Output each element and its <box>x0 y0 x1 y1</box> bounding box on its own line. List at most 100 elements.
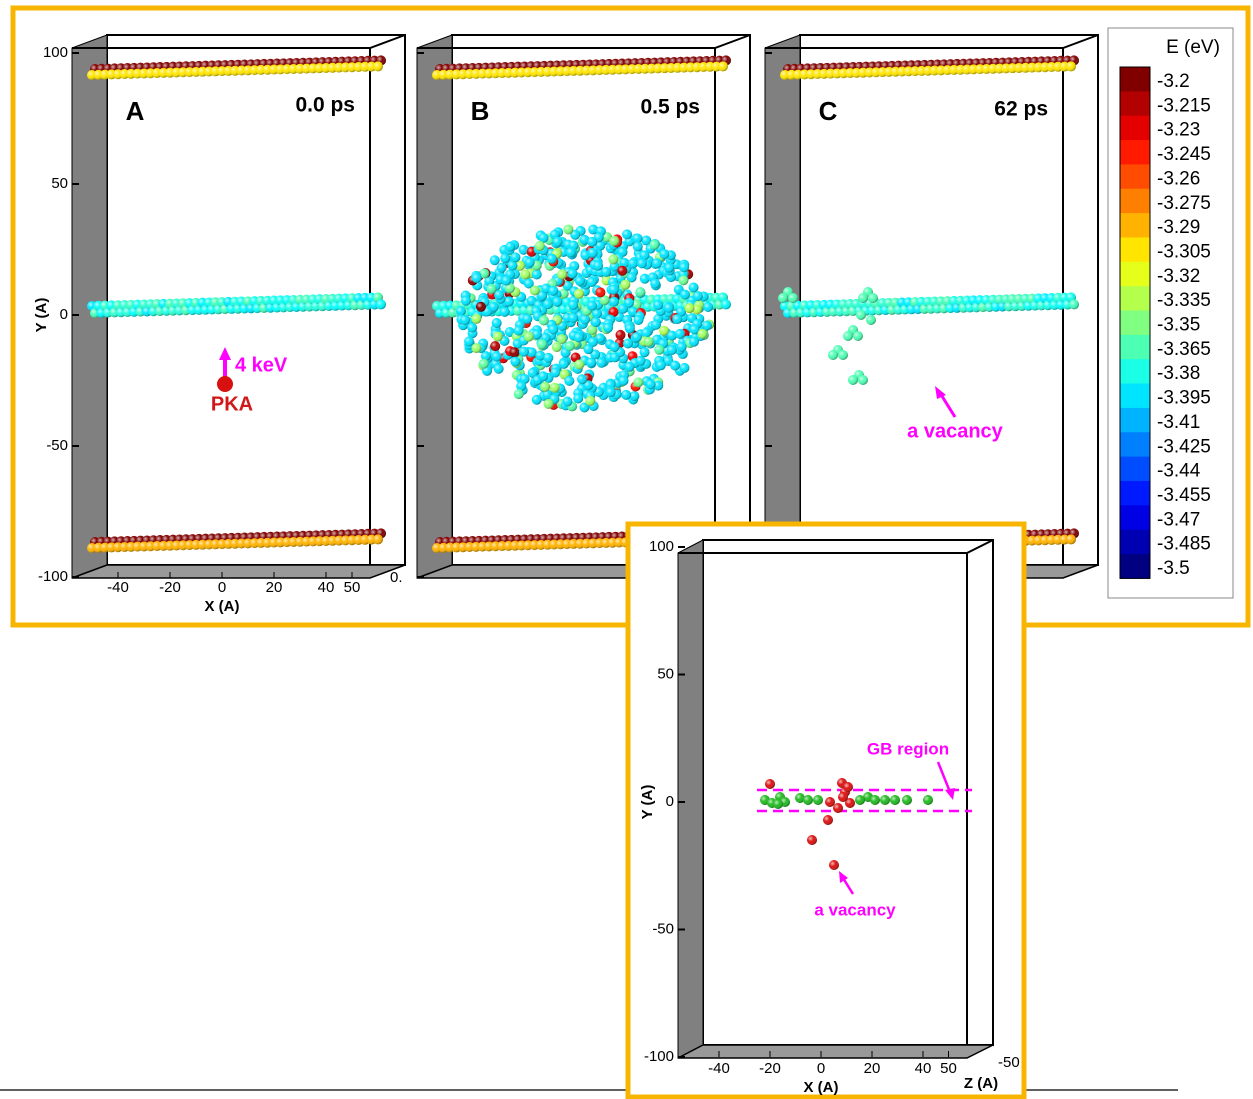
atom-shade <box>679 289 690 300</box>
atom-shade <box>765 779 775 789</box>
atom-shade <box>537 339 548 350</box>
atom-shade <box>870 795 880 805</box>
atom-shade <box>672 314 683 325</box>
arrowhead <box>219 347 231 360</box>
atom-shade <box>538 371 549 382</box>
gb-label: GB region <box>867 739 949 758</box>
atom-shade <box>484 276 495 287</box>
atom-shade <box>587 247 598 258</box>
atom-shade <box>489 255 500 266</box>
atom-shade <box>880 795 890 805</box>
atom-shade <box>676 306 687 317</box>
atom-shade <box>531 269 542 280</box>
x-tick-label: 0 <box>218 579 226 596</box>
atom-shade <box>902 795 912 805</box>
atom-shade <box>807 835 817 845</box>
atom-shade <box>542 299 553 310</box>
colorbar-label: -3.29 <box>1157 217 1200 238</box>
atom-shade <box>653 300 664 311</box>
color-band <box>1120 213 1150 238</box>
atom-shade <box>603 322 614 333</box>
atom-shade <box>507 260 518 271</box>
vacancy-label: a vacancy <box>907 420 1004 442</box>
atom-shade <box>637 258 648 269</box>
atom-shade <box>632 241 643 252</box>
color-band <box>1120 359 1150 384</box>
panel: A 0.0 ps <box>71 34 406 579</box>
panel-time: 0.5 ps <box>640 96 700 119</box>
atom-shade <box>540 381 551 392</box>
atom-shade <box>858 375 868 385</box>
atom-shade <box>608 307 619 318</box>
atom-shade <box>583 380 594 391</box>
box-floor <box>677 1044 994 1059</box>
y-tick-label: -50 <box>652 920 674 937</box>
box-floor <box>71 564 406 579</box>
atom-shade <box>622 229 633 240</box>
x-axis-label: X (A) <box>205 598 240 615</box>
atom-shade <box>570 229 581 240</box>
atom-shade <box>605 387 616 398</box>
atom-shade <box>568 312 579 323</box>
atom-shade <box>478 358 489 369</box>
atom-shade <box>550 367 561 378</box>
x-tick-label: -40 <box>107 579 129 596</box>
atom-shade <box>595 287 606 298</box>
arrow <box>936 761 952 793</box>
atom-shade <box>635 355 646 366</box>
color-band <box>1120 432 1150 458</box>
atom-shade <box>718 61 728 72</box>
color-band <box>1120 237 1150 263</box>
atom-shade <box>631 332 642 343</box>
atom-shade <box>620 279 631 290</box>
atom-shade <box>490 341 501 352</box>
main-panels: A 0.0 ps B 0.5 ps C 62 ps a vacancy 100 50 0 -50 -1… <box>33 34 1099 615</box>
atom-shade <box>1066 61 1076 72</box>
atom-shade <box>563 224 574 235</box>
atom-shade <box>551 342 562 353</box>
atom-shade <box>526 347 537 358</box>
atom-shade <box>868 293 878 303</box>
panel: C 62 ps a vacancy <box>764 34 1099 579</box>
colorbar: E (eV) -3.2 -3.215 -3.23 -3.245 -3.26 -3.275 -… <box>1107 27 1234 599</box>
atom-shade <box>515 260 526 271</box>
atom-shade <box>480 351 491 362</box>
arrow <box>841 877 855 895</box>
colorbar-label: -3.335 <box>1157 290 1211 311</box>
panel-time: 0.0 ps <box>295 94 355 117</box>
atom-shade <box>608 296 619 307</box>
colorbar-label: -3.245 <box>1157 144 1211 165</box>
atom-shade <box>829 860 839 870</box>
atom-shade <box>653 380 664 391</box>
atom-shade <box>641 327 652 338</box>
atom-shade <box>531 394 542 405</box>
atom-shade <box>590 349 601 360</box>
colorbar-label: -3.5 <box>1157 558 1190 579</box>
color-band <box>1120 140 1150 165</box>
atom-shade <box>795 793 805 803</box>
atom-shade <box>500 253 511 264</box>
atom-shade <box>373 61 383 72</box>
colorbar-label: -3.395 <box>1157 388 1211 409</box>
atom-shade <box>623 338 634 349</box>
atom-shade <box>522 313 533 324</box>
atom-shade <box>579 402 590 413</box>
atom-shade <box>587 300 598 311</box>
atom-shade <box>516 381 527 392</box>
atom-shade <box>618 375 629 386</box>
atom-shade <box>499 306 510 317</box>
atom-shade <box>501 275 512 286</box>
atom-shade <box>608 254 619 265</box>
atom-shade <box>479 268 490 279</box>
atom-shade <box>701 320 712 331</box>
x-tick-label: 50 <box>344 579 361 596</box>
colorbar-label: -3.41 <box>1157 412 1200 433</box>
atom-shade <box>639 347 650 358</box>
color-band <box>1120 456 1150 482</box>
color-band <box>1120 505 1150 531</box>
atom-shade <box>471 343 482 354</box>
colorbar-title: E (eV) <box>1166 37 1220 58</box>
atom-shade <box>494 289 505 300</box>
atom-shade <box>609 235 620 246</box>
atom-shade <box>493 363 504 374</box>
